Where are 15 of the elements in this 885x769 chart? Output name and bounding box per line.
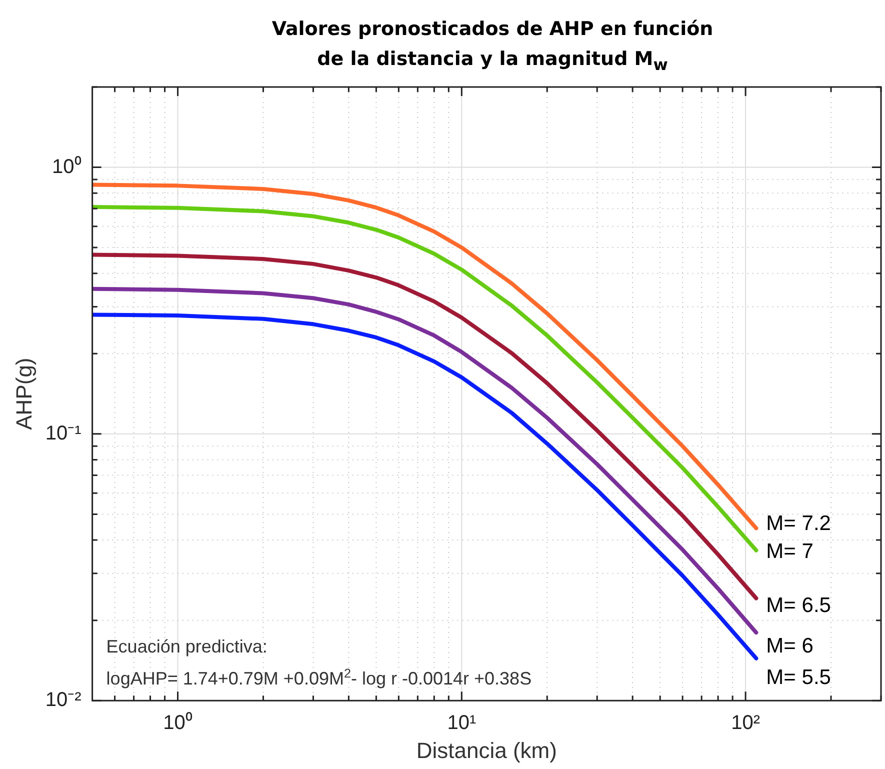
series-label: M= 7 [766,540,814,564]
y-tick-label: 10⁻¹ [45,422,82,444]
y-axis-title: AHP(g) [11,358,36,430]
x-tick-label: 10⁰ [163,711,192,734]
y-tick-label: 10⁰ [52,154,82,178]
series-label: M= 5.5 [766,666,831,690]
x-tick-label: 10² [731,712,760,734]
x-tick-label: 10¹ [447,712,476,734]
x-axis-title: Distancia (km) [416,738,557,763]
series-label: M= 6.5 [766,594,831,618]
chart-title: Valores pronosticados de AHP en función de la distancia y la magnitud M$_{w}$ [270,17,714,76]
annotation: Ecuación predictiva: [106,636,268,657]
series-label: M= 6 [766,634,814,658]
series-label: M= 7.2 [766,512,831,536]
y-tick-label: 10⁻² [45,689,82,712]
